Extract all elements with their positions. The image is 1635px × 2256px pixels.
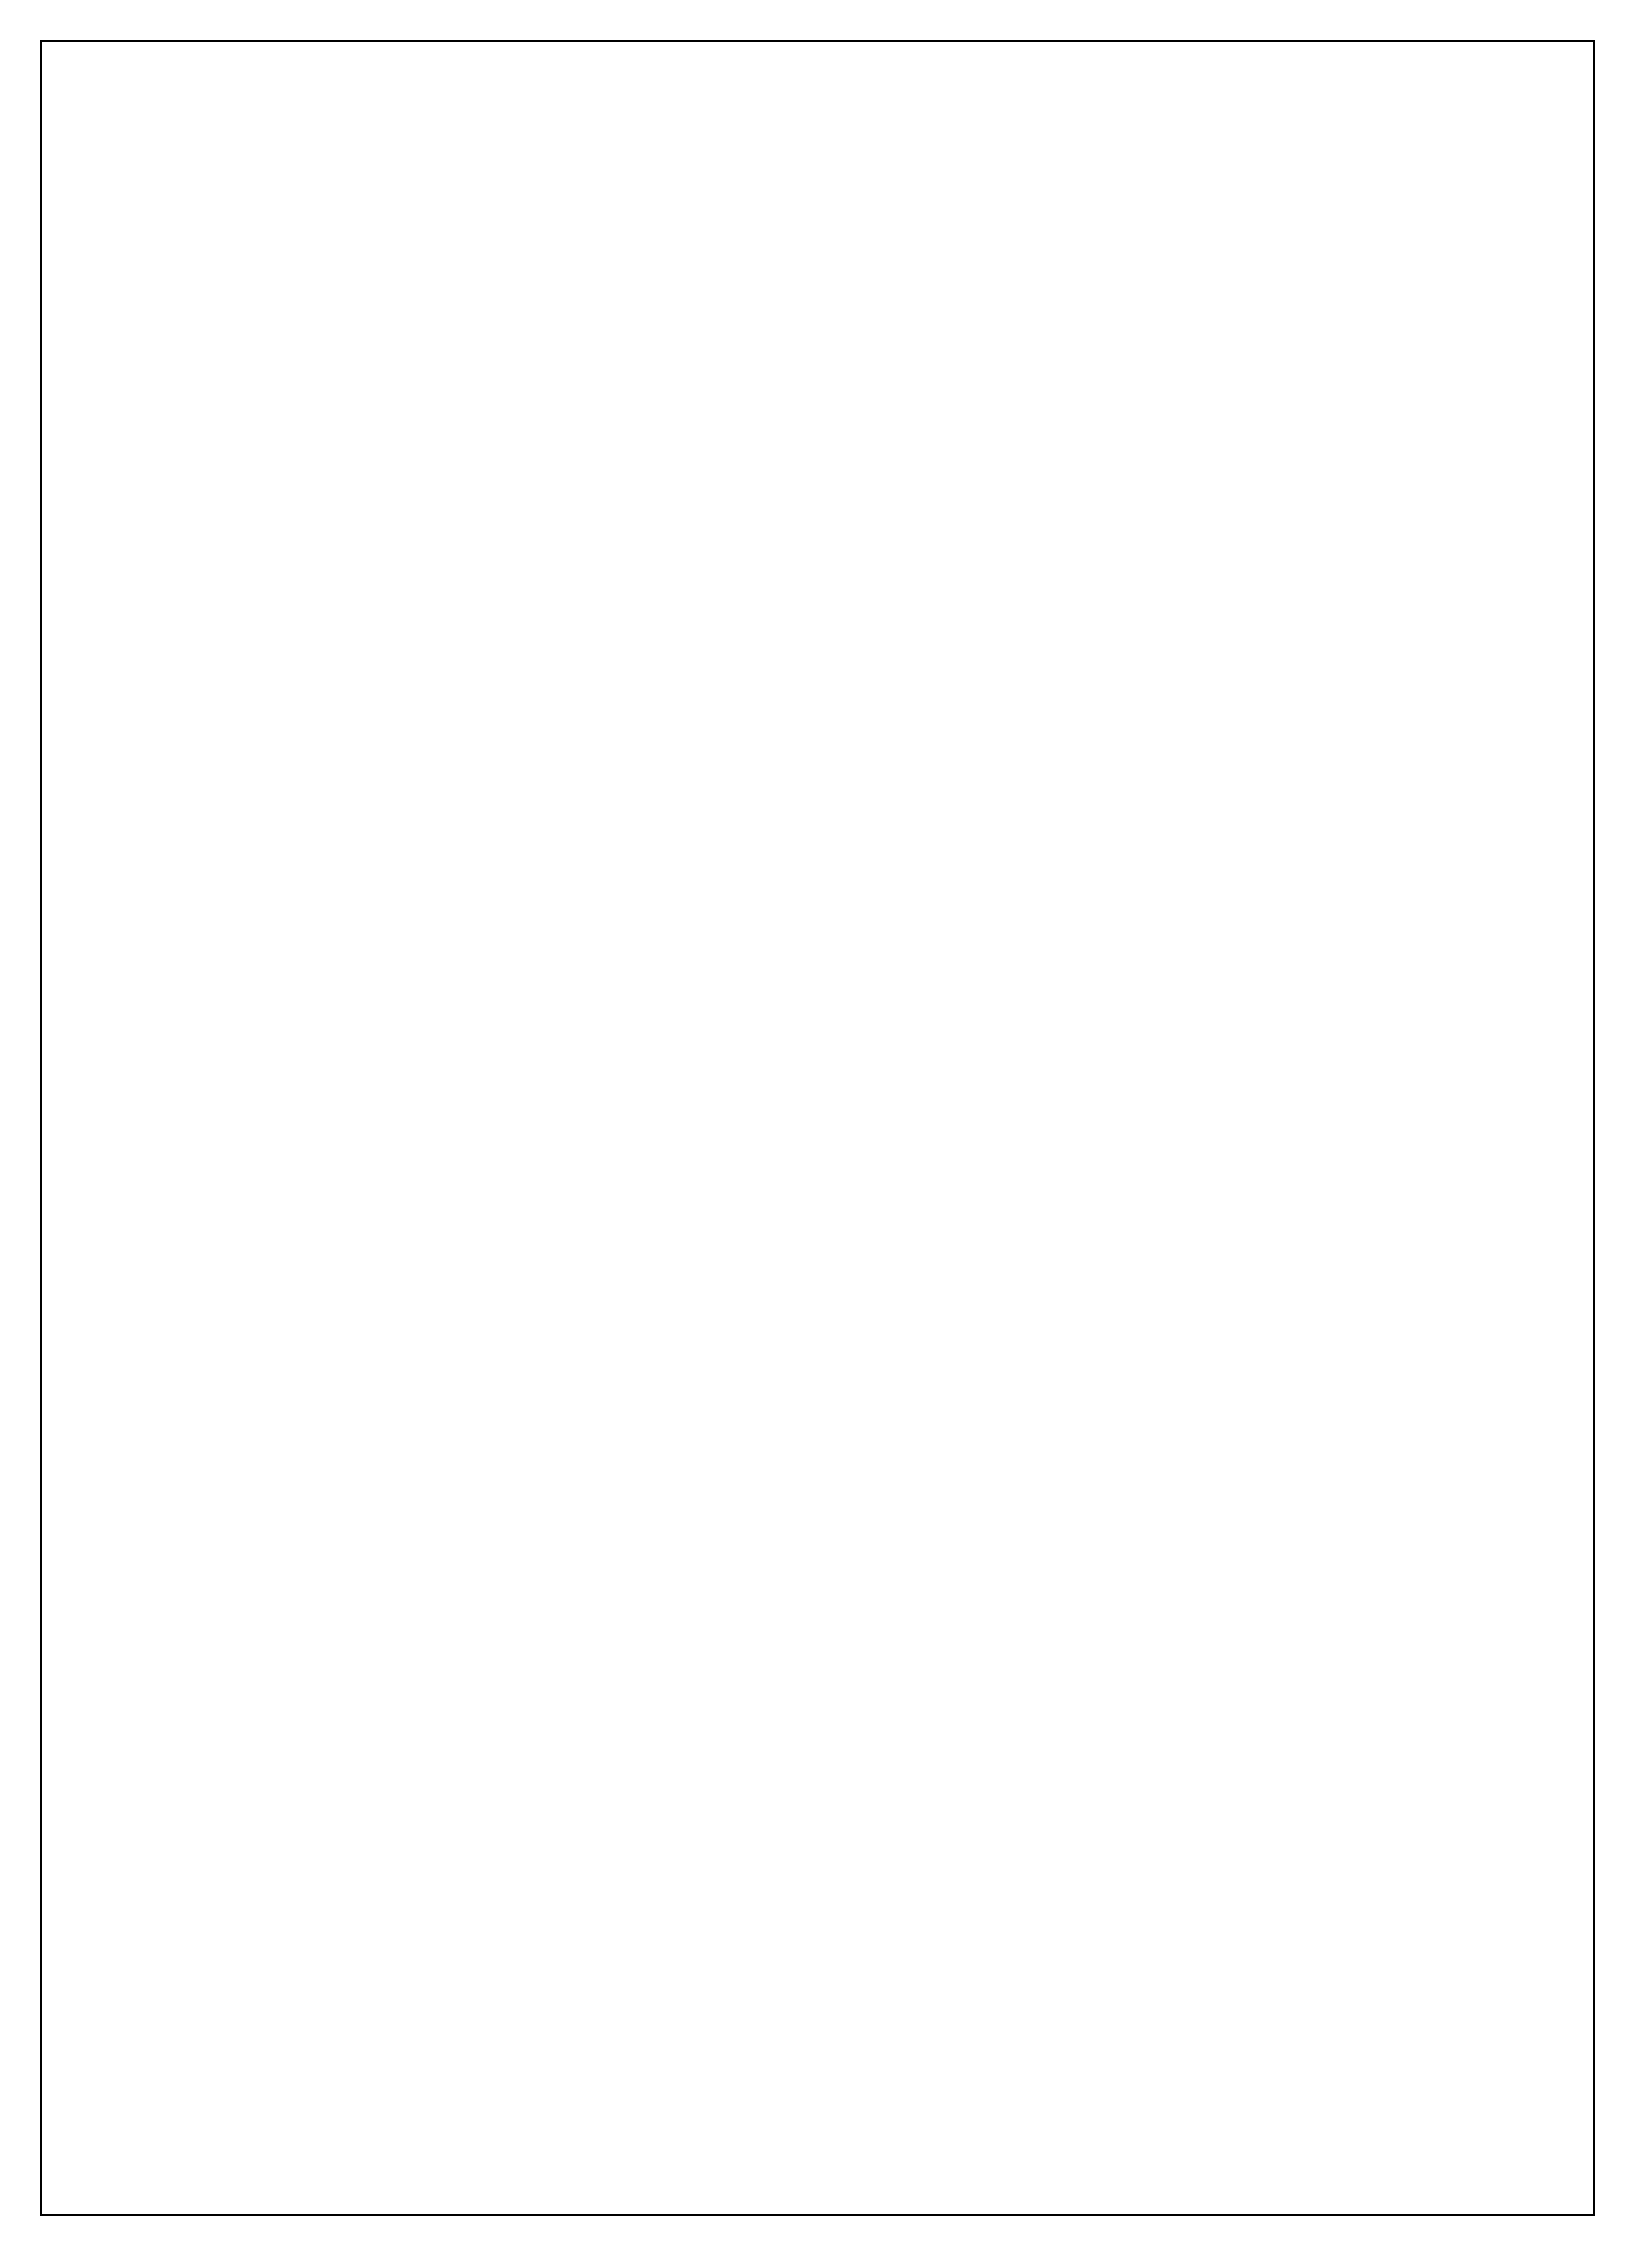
- figure-1-diagram: [368, 130, 1268, 610]
- figure-2-container: [408, 930, 1228, 1695]
- figure-2-chart: [408, 930, 1228, 1650]
- figure-1-container: [368, 130, 1268, 645]
